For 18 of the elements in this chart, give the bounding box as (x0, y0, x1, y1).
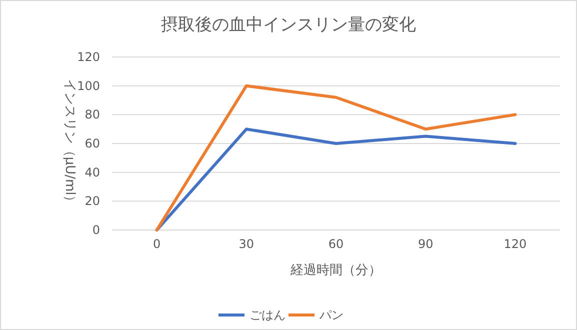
chart-title: 摂取後の血中インスリン量の変化 (161, 15, 416, 35)
x-axis-title: 経過時間（分） (290, 263, 382, 278)
y-tick-label: 60 (84, 136, 100, 150)
x-tick-label: 0 (152, 237, 161, 251)
x-tick-label: 90 (418, 237, 434, 251)
legend-label: パン (318, 308, 344, 322)
y-tick-label: 0 (92, 223, 100, 237)
y-tick-label: 20 (84, 194, 100, 208)
legend-label: ごはん (250, 308, 286, 322)
x-tick-label: 60 (328, 237, 344, 251)
line-series (155, 84, 517, 232)
y-axis-title: インスリン（μU/ml） (62, 78, 77, 208)
y-tick-label: 100 (77, 78, 100, 93)
x-tick-label: 30 (238, 237, 254, 251)
y-tick-label: 120 (77, 50, 100, 64)
x-tick-label: 120 (504, 237, 527, 251)
y-tick-label: 80 (84, 108, 100, 122)
y-tick-label: 40 (84, 165, 100, 180)
